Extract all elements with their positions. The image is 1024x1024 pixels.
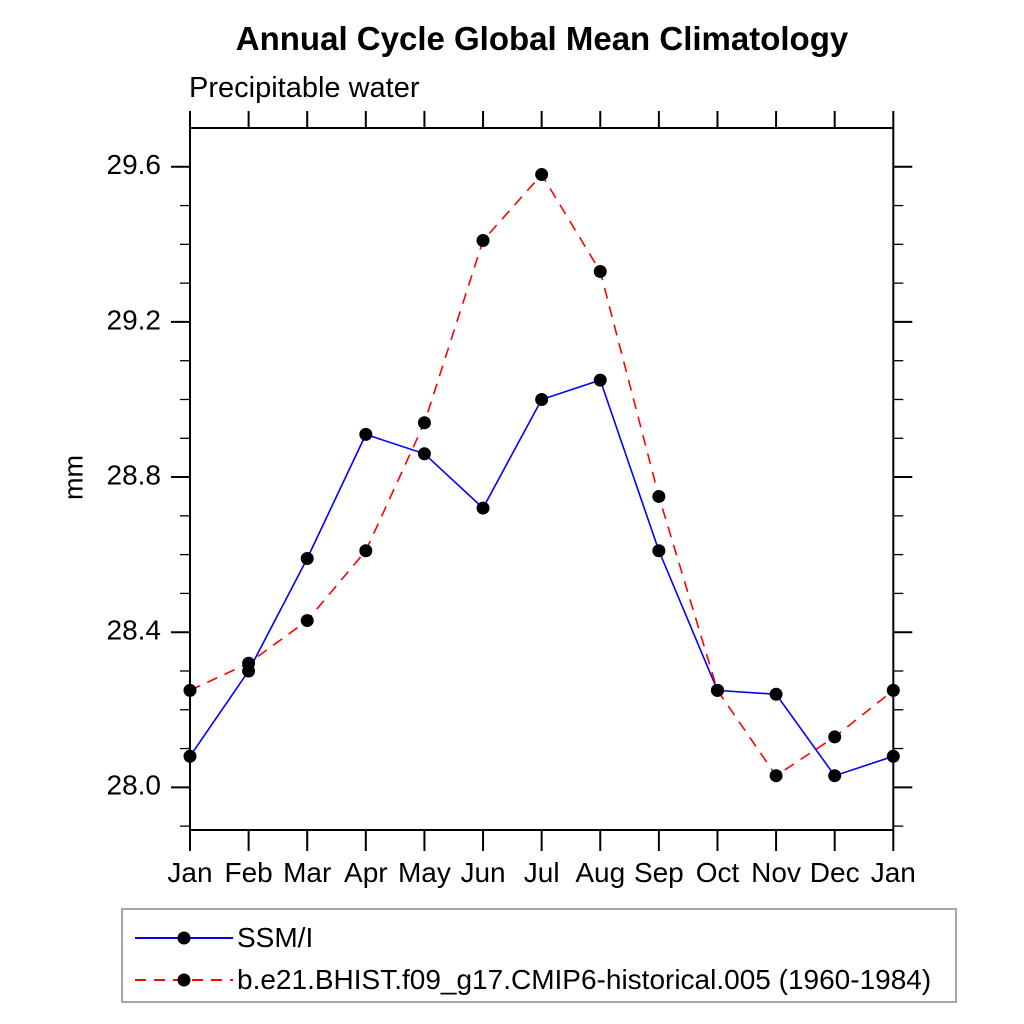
- legend-marker-dot: [177, 931, 191, 945]
- data-point-marker: [183, 683, 197, 697]
- series-line-ssmi: [189, 379, 894, 777]
- data-point-marker: [535, 168, 549, 182]
- legend-swatch-solid-line: [135, 931, 233, 945]
- legend-marker-dot: [177, 973, 191, 987]
- data-point-marker: [828, 730, 842, 744]
- y-axis-title: mm: [58, 455, 89, 500]
- plot-frame: [189, 127, 895, 831]
- month-label: Oct: [696, 857, 740, 888]
- data-point-marker: [593, 373, 607, 387]
- data-point-marker: [359, 544, 373, 558]
- month-label: Mar: [283, 857, 331, 888]
- y-tick-label: 28.0: [107, 770, 162, 801]
- data-point-marker: [886, 749, 900, 763]
- data-point-marker: [417, 447, 431, 461]
- month-label: Nov: [751, 857, 801, 888]
- legend-box: SSM/I b.e21.BHIST.f09_g17.CMIP6-historic…: [121, 908, 957, 1003]
- month-label: Jul: [524, 857, 560, 888]
- month-label: Sep: [634, 857, 684, 888]
- data-point-marker: [476, 233, 490, 247]
- data-point-marker: [359, 427, 373, 441]
- y-tick-label: 28.8: [107, 459, 162, 490]
- month-label: Jun: [460, 857, 505, 888]
- y-tick-label: 28.4: [107, 615, 162, 646]
- data-point-marker: [300, 552, 314, 566]
- series-line-model: [189, 173, 894, 777]
- chart-subtitle: Precipitable water: [189, 72, 420, 104]
- data-point-marker: [242, 656, 256, 670]
- legend-label-model: b.e21.BHIST.f09_g17.CMIP6-historical.005…: [237, 964, 932, 995]
- data-point-marker: [828, 769, 842, 783]
- month-label: Feb: [224, 857, 272, 888]
- month-label: Aug: [575, 857, 625, 888]
- data-point-marker: [593, 265, 607, 279]
- month-label: Dec: [810, 857, 860, 888]
- data-point-marker: [769, 769, 783, 783]
- month-label: Jan: [871, 857, 916, 888]
- data-point-marker: [183, 749, 197, 763]
- legend-label-ssmi: SSM/I: [237, 922, 314, 953]
- y-tick-label: 29.6: [107, 149, 162, 180]
- data-point-marker: [769, 687, 783, 701]
- legend-entry-ssmi: SSM/I: [133, 922, 314, 953]
- legend-entry-model: b.e21.BHIST.f09_g17.CMIP6-historical.005…: [133, 964, 932, 995]
- data-point-marker: [300, 614, 314, 628]
- data-point-marker: [476, 501, 490, 515]
- data-point-marker: [710, 683, 724, 697]
- month-label: Jan: [167, 857, 212, 888]
- month-label: May: [398, 857, 451, 888]
- month-label: Apr: [344, 857, 388, 888]
- y-tick-label: 29.2: [107, 304, 162, 335]
- data-point-marker: [886, 683, 900, 697]
- data-point-marker: [652, 544, 666, 558]
- chart-title: Annual Cycle Global Mean Climatology: [235, 20, 849, 57]
- data-point-marker: [417, 416, 431, 430]
- data-point-marker: [535, 392, 549, 406]
- data-point-marker: [652, 489, 666, 503]
- legend-swatch-dashed-line: [135, 973, 233, 987]
